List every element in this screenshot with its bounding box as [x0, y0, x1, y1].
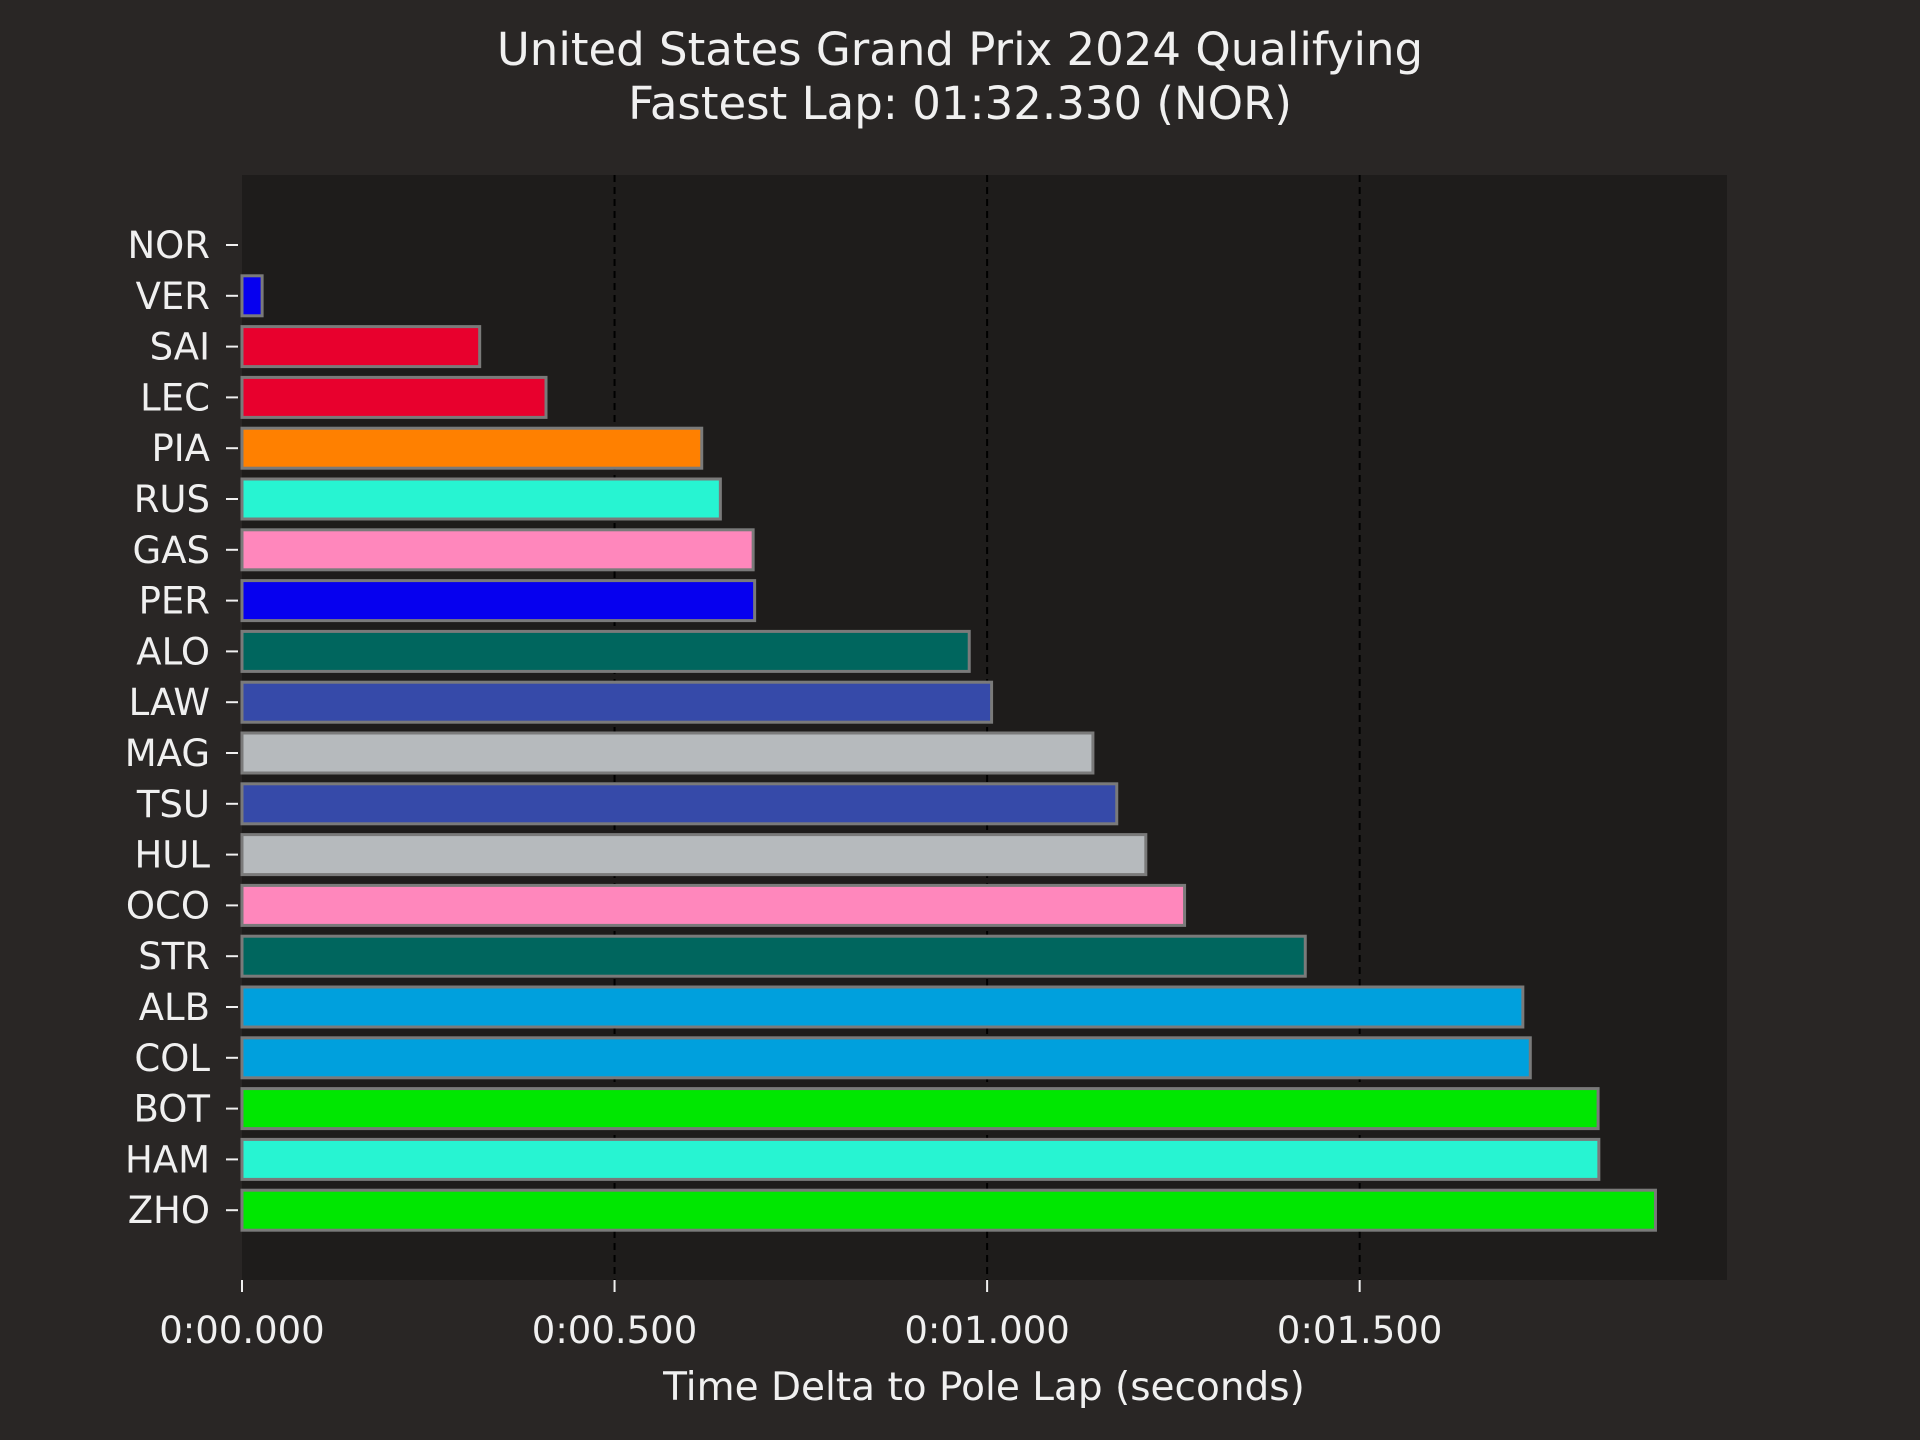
- y-tick-label-alb: ALB: [139, 986, 210, 1029]
- y-tick-label-oco: OCO: [126, 884, 210, 927]
- y-tick-label-gas: GAS: [133, 529, 210, 572]
- x-axis-label: Time Delta to Pole Lap (seconds): [662, 1365, 1305, 1410]
- y-tick-label-ham: HAM: [125, 1138, 210, 1181]
- chart-title: United States Grand Prix 2024 Qualifying: [497, 23, 1423, 76]
- y-tick-label-alo: ALO: [136, 630, 210, 673]
- gridlines: [613, 175, 1361, 1280]
- y-tick-label-ver: VER: [136, 275, 210, 318]
- bar-alb: [240, 985, 1525, 1029]
- bar-col: [240, 1036, 1532, 1080]
- bar-str: [240, 934, 1307, 978]
- bar-sai: [240, 325, 482, 369]
- x-tick-label-3: 0:01.500: [1277, 1309, 1442, 1352]
- y-tick-label-mag: MAG: [125, 732, 210, 775]
- bar-ham: [240, 1137, 1601, 1181]
- y-tick-label-lec: LEC: [140, 376, 210, 419]
- x-tick-label-1: 0:00.500: [532, 1309, 697, 1352]
- y-tick-label-tsu: TSU: [136, 783, 210, 826]
- y-axis: NOR VER SAI LEC PIA RUS GAS PER ALO LAW MAG TSU HUL O…: [125, 224, 238, 1232]
- x-tick-label-0: 0:00.000: [159, 1309, 324, 1352]
- y-tick-label-per: PER: [139, 580, 210, 623]
- bar-mag: [240, 731, 1095, 775]
- x-tick-label-2: 0:01.000: [904, 1309, 1069, 1352]
- bar-lec: [240, 375, 548, 419]
- bar-zho: [240, 1188, 1657, 1232]
- y-tick-label-sai: SAI: [150, 326, 210, 369]
- bar-oco: [240, 883, 1187, 927]
- y-tick-label-hul: HUL: [134, 834, 210, 877]
- chart-subtitle: Fastest Lap: 01:32.330 (NOR): [628, 77, 1292, 130]
- bars: [240, 274, 1657, 1232]
- bar-pia: [240, 426, 704, 470]
- x-axis: 0:00.000 0:00.500 0:01.000 0:01.500: [159, 1280, 1442, 1352]
- y-tick-label-nor: NOR: [127, 224, 210, 267]
- y-tick-label-zho: ZHO: [128, 1189, 210, 1232]
- y-tick-label-rus: RUS: [134, 478, 210, 521]
- y-tick-label-col: COL: [134, 1037, 210, 1080]
- bar-gas: [240, 528, 755, 572]
- y-tick-label-law: LAW: [129, 681, 210, 724]
- bar-alo: [240, 629, 971, 673]
- bar-bot: [240, 1087, 1600, 1131]
- y-tick-label-bot: BOT: [134, 1088, 211, 1131]
- bar-per: [240, 579, 757, 623]
- y-tick-label-pia: PIA: [151, 427, 210, 470]
- y-tick-label-str: STR: [138, 935, 210, 978]
- bar-hul: [240, 833, 1148, 877]
- bar-law: [240, 680, 994, 724]
- bar-rus: [240, 477, 722, 521]
- bar-tsu: [240, 782, 1119, 826]
- bar-ver: [240, 274, 264, 318]
